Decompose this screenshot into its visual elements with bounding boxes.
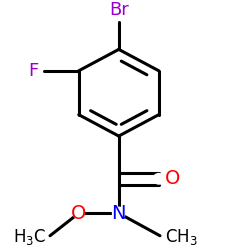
Text: CH$_3$: CH$_3$ bbox=[165, 227, 198, 247]
Text: F: F bbox=[28, 62, 39, 80]
Circle shape bbox=[112, 207, 125, 219]
Text: H$_3$C: H$_3$C bbox=[13, 227, 46, 247]
Text: O: O bbox=[71, 204, 86, 223]
Text: O: O bbox=[165, 169, 180, 188]
Text: Br: Br bbox=[109, 1, 128, 19]
Circle shape bbox=[153, 174, 164, 184]
Text: N: N bbox=[112, 204, 126, 223]
Circle shape bbox=[73, 208, 84, 218]
